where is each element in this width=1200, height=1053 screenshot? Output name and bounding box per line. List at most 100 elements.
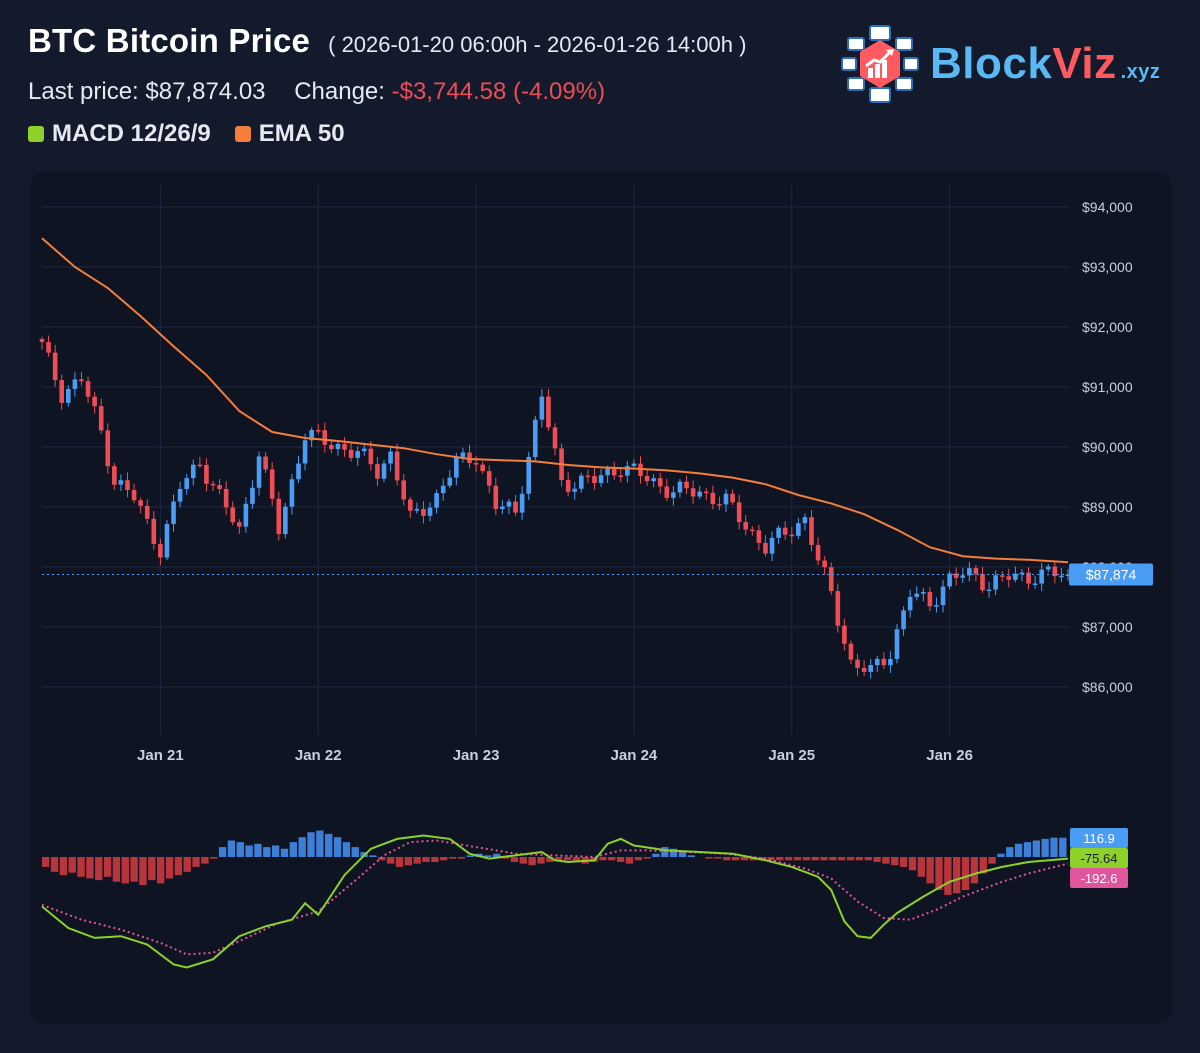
candle	[269, 462, 275, 506]
macd-hist-bar	[254, 843, 262, 857]
y-tick-label: $87,000	[1082, 619, 1133, 635]
candle-body	[480, 464, 485, 472]
candle	[138, 497, 143, 514]
macd-hist-bar	[723, 857, 731, 861]
macd-hist-bar	[431, 857, 439, 862]
candle-body	[467, 452, 472, 463]
y-tick-label: $91,000	[1082, 379, 1133, 395]
macd-hist-bar	[386, 857, 395, 864]
candle-body	[79, 379, 84, 382]
candle	[684, 475, 689, 495]
candle-body	[782, 527, 788, 535]
candle-body	[335, 443, 341, 450]
candle-body	[579, 475, 584, 489]
candle	[546, 389, 551, 431]
legend-label-macd: MACD 12/26/9	[52, 120, 211, 147]
candle-body	[855, 659, 860, 668]
candle	[625, 461, 630, 483]
candle-body	[184, 478, 189, 490]
candle	[480, 461, 485, 474]
last-price-value: $87,874.03	[145, 78, 266, 105]
candle	[500, 500, 505, 515]
macd-hist-bar	[1032, 840, 1040, 857]
candle-body	[302, 440, 308, 464]
macd-hist-bar	[183, 857, 191, 872]
candle	[1032, 575, 1038, 589]
candle-body	[158, 543, 163, 558]
macd-hist-bar	[466, 855, 474, 857]
legend-item-macd[interactable]: MACD 12/26/9	[28, 120, 211, 148]
candle	[651, 474, 656, 488]
candle	[618, 467, 624, 483]
candle	[256, 451, 262, 496]
candle-body	[657, 478, 663, 487]
candle	[552, 423, 558, 456]
candle-body	[355, 451, 360, 458]
macd-hist-bar	[342, 842, 351, 857]
candle-body	[874, 658, 880, 666]
candle	[888, 651, 893, 673]
candle-body	[66, 388, 71, 403]
candle	[855, 653, 860, 676]
candle-body	[473, 462, 479, 465]
candle	[421, 501, 426, 524]
candle-body	[250, 487, 255, 504]
candle-body	[802, 517, 808, 524]
candle	[750, 526, 755, 536]
candle	[940, 579, 946, 613]
logo-name-a: Block	[930, 39, 1053, 88]
candle	[401, 474, 407, 506]
candle	[986, 581, 992, 598]
macd-hist-bar	[316, 830, 324, 857]
macd-hist-bar	[271, 845, 280, 857]
candle-body	[684, 481, 689, 489]
candle-body	[375, 464, 380, 479]
candle-body	[1013, 573, 1018, 580]
candle	[815, 537, 821, 566]
macd-hist-bar	[979, 857, 987, 874]
candle-body	[368, 448, 374, 465]
candle-body	[427, 507, 433, 516]
candle	[730, 489, 735, 505]
candle	[263, 452, 268, 473]
candle	[677, 478, 683, 498]
y-tick-label: $89,000	[1082, 499, 1133, 515]
candle	[934, 597, 939, 613]
candle-body	[493, 485, 499, 510]
candle-body	[276, 498, 282, 535]
candle-body	[105, 430, 111, 467]
macd-hist-bar	[917, 857, 925, 877]
candle	[598, 469, 604, 487]
legend-item-ema[interactable]: EMA 50	[234, 120, 345, 148]
candle	[664, 478, 670, 502]
candle-body	[585, 475, 591, 478]
macd-hist-bar	[165, 857, 174, 879]
macd-hist-bar	[440, 857, 448, 861]
candle	[329, 439, 334, 454]
candle-body	[309, 430, 314, 441]
candle	[671, 485, 676, 506]
last-price-label: Last price:	[28, 78, 139, 105]
macd-hist-bar	[669, 848, 678, 857]
candle	[125, 472, 130, 498]
candle-body	[46, 342, 51, 353]
blockviz-logo[interactable]: BlockViz .xyz	[840, 24, 1160, 104]
candle-body	[125, 480, 130, 490]
candle-body	[881, 658, 887, 666]
candle-body	[230, 507, 236, 523]
macd-hist-bar	[218, 847, 227, 857]
candle	[736, 494, 742, 530]
y-tick-label: $93,000	[1082, 259, 1133, 275]
candle	[92, 391, 97, 414]
candle	[703, 488, 709, 501]
candle-body	[421, 508, 426, 516]
macd-hist-bar	[846, 857, 855, 861]
candle	[565, 472, 571, 497]
candle-body	[842, 625, 847, 644]
candle-body	[296, 463, 301, 480]
candle-body	[190, 464, 196, 479]
candle-body	[835, 591, 841, 626]
candle	[243, 497, 249, 533]
candle-body	[999, 575, 1005, 577]
